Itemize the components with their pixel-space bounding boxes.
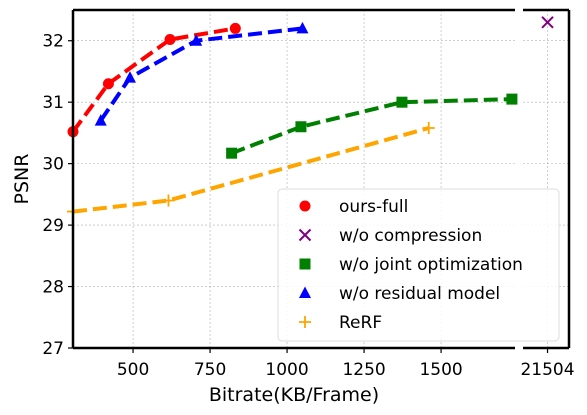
- series-line: [99, 26, 303, 122]
- legend: ours-full w/o compression w/o joint optimi…: [277, 188, 560, 342]
- data-point: [164, 33, 176, 45]
- data-point: [295, 121, 307, 133]
- data-point: [190, 34, 203, 46]
- data-point: [229, 22, 241, 34]
- data-point: [226, 147, 238, 159]
- x-tick-label: 1250: [342, 360, 385, 380]
- legend-label: w/o residual model: [339, 284, 500, 304]
- legend-label: w/o compression: [339, 226, 482, 246]
- legend-marker: [299, 200, 311, 212]
- data-point: [94, 114, 107, 126]
- x-tick-label: 1000: [265, 360, 308, 380]
- legend-item: ReRF: [299, 313, 382, 333]
- data-point: [422, 121, 435, 134]
- legend-label: ours-full: [339, 197, 408, 217]
- x-tick-label: 750: [194, 360, 226, 380]
- data-point: [396, 96, 408, 108]
- data-point: [506, 93, 518, 105]
- legend-label: w/o joint optimization: [339, 255, 523, 275]
- x-tick-label: 500: [117, 360, 149, 380]
- x-axis-label: Bitrate(KB/Frame): [209, 384, 379, 406]
- x-tick-label: 1500: [419, 360, 462, 380]
- series-1: [541, 16, 554, 29]
- y-axis-label: PSNR: [11, 154, 33, 205]
- y-tick-label: 27: [42, 339, 64, 359]
- series-3: [94, 21, 309, 126]
- y-tick-label: 32: [42, 32, 64, 52]
- data-point: [102, 78, 114, 90]
- series-line: [230, 97, 512, 156]
- series-2: [226, 93, 518, 159]
- data-point: [162, 194, 175, 207]
- data-point: [296, 21, 309, 34]
- legend-label: ReRF: [339, 313, 382, 333]
- y-tick-label: 30: [42, 155, 64, 175]
- legend-marker: [298, 228, 312, 242]
- legend-item: w/o compression: [298, 226, 482, 246]
- series-layer: [67, 16, 554, 218]
- legend-marker: [299, 258, 311, 270]
- series-0: [67, 22, 241, 138]
- y-tick-label: 28: [42, 278, 64, 298]
- x-tick-label: 21504: [520, 360, 574, 380]
- axes: 27 28 29 30 31 32 500 750 1000 1250 1500 21504: [42, 8, 575, 380]
- series-line: [71, 26, 236, 133]
- legend-item: w/o joint optimization: [299, 255, 523, 275]
- series-line: [72, 126, 430, 214]
- legend-item: w/o residual model: [299, 284, 500, 304]
- data-point: [123, 71, 136, 83]
- legend-item: ours-full: [299, 197, 408, 217]
- y-tick-label: 31: [42, 93, 64, 113]
- data-point: [541, 16, 554, 29]
- y-tick-label: 29: [42, 216, 64, 236]
- legend-box: [277, 188, 560, 342]
- legend-marker: [299, 316, 311, 328]
- legend-marker: [299, 286, 311, 298]
